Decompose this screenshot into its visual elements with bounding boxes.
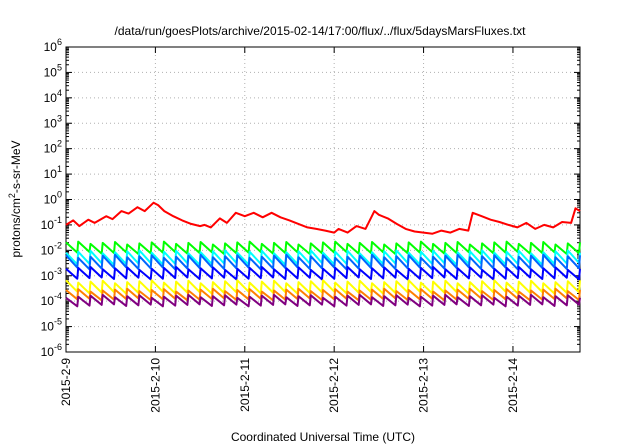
series-line [65, 287, 581, 302]
series-line [65, 249, 581, 266]
y-tick-label: 10-5 [41, 317, 62, 334]
y-axis-label: protons/cm2-s-sr-MeV [7, 140, 23, 257]
y-tick-label: 10-2 [41, 240, 62, 257]
x-tick-label: 2015-2-11 [238, 358, 252, 412]
series-group [65, 201, 581, 308]
x-tick-label: 2015-2-10 [148, 358, 162, 413]
y-axis-label-prefix: protons/cm [9, 198, 23, 257]
series-line [65, 253, 581, 271]
y-axis-label-suffix: -s-sr-MeV [9, 140, 23, 193]
x-axis-label: Coordinated Universal Time (UTC) [231, 430, 415, 444]
series-line [65, 279, 581, 295]
y-tick-label: 105 [44, 62, 62, 79]
plot-area: 106 105 104 103 102 101 100 10-1 10-2 10-3 10-4 10-… [41, 37, 581, 413]
x-tick-label: 2015-2-9 [59, 358, 73, 406]
y-tick-label: 101 [44, 164, 62, 181]
y-tick-label: 10-6 [41, 342, 62, 359]
y-tick-label: 10-3 [41, 266, 62, 283]
series-line [65, 293, 581, 308]
x-tick-label: 2015-2-12 [327, 358, 341, 413]
x-axis: 2015-2-9 2015-2-10 2015-2-11 2015-2-12 2015-… [59, 47, 520, 413]
x-tick-label: 2015-2-14 [506, 358, 520, 413]
series-line [65, 240, 581, 255]
y-axis-label-sup: 2 [7, 193, 17, 198]
series-line [65, 266, 581, 281]
y-tick-label: 103 [44, 113, 62, 130]
y-tick-label: 104 [44, 88, 62, 105]
y-axis: 106 105 104 103 102 101 100 10-1 10-2 10-3 10-4 10-… [41, 37, 580, 359]
x-tick-label: 2015-2-13 [417, 358, 431, 413]
y-tick-label: 10-1 [41, 215, 62, 232]
y-tick-label: 106 [44, 37, 62, 54]
series-line [65, 201, 581, 235]
chart-title: /data/run/goesPlots/archive/2015-02-14/1… [115, 24, 527, 38]
y-tick-label: 10-4 [41, 291, 62, 308]
y-tick-label: 100 [44, 190, 62, 207]
y-tick-label: 102 [44, 139, 62, 156]
